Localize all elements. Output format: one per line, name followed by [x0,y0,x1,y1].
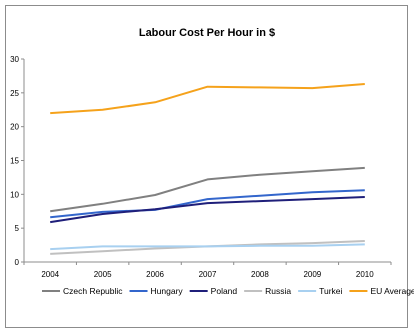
chart-frame [5,5,408,328]
x-tick-label: 2010 [356,270,374,279]
series-line-hungary [50,189,365,219]
legend: Czech Republic Hungary Poland Russia Turkei E… [42,286,414,296]
legend-label-russia: Russia [265,286,291,296]
series-line-czech-republic [50,166,365,213]
series-line-eu-average [50,83,365,115]
x-tick-label: 2007 [199,270,217,279]
y-tick-label: 10 [10,190,19,199]
x-tick-label: 2004 [41,270,59,279]
y-tick-label: 0 [15,258,20,267]
legend-label-eu-average: EU Average [370,286,414,296]
chart-title: Labour Cost Per Hour in $ [139,27,275,39]
legend-label-hungary: Hungary [151,286,184,296]
y-tick-label: 5 [15,224,20,233]
y-tick-label: 20 [10,123,19,132]
legend-label-poland: Poland [211,286,238,296]
x-tick-label: 2008 [251,270,269,279]
series-line-poland [50,196,365,224]
x-tick-label: 2005 [94,270,112,279]
series-line-turkei [50,243,365,251]
x-tick-label: 2009 [303,270,321,279]
axes: 0 5 10 15 20 25 30 2004 2005 2006 2007 2008 2009 2010 [10,55,392,279]
y-tick-label: 15 [10,157,19,166]
x-tick-label: 2006 [146,270,164,279]
legend-label-turkei: Turkei [319,286,342,296]
series-layer [50,83,365,255]
y-tick-label: 30 [10,55,19,64]
legend-label-czech-republic: Czech Republic [63,286,123,296]
y-tick-label: 25 [10,89,19,98]
